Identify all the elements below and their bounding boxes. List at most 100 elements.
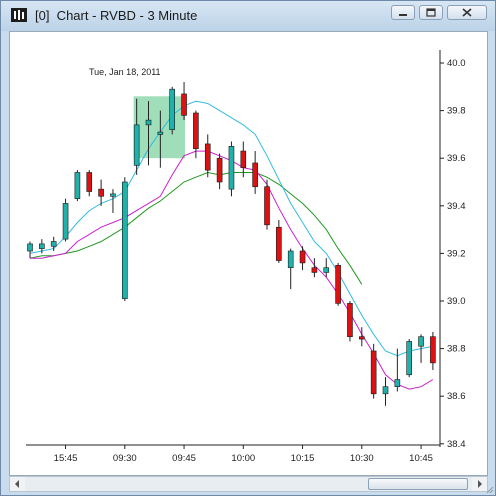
scrollbar-thumb[interactable] (368, 478, 468, 490)
candle-body-down (98, 188, 104, 197)
candle-body-up (50, 241, 57, 247)
candle[interactable] (145, 101, 152, 166)
candle[interactable] (276, 220, 282, 263)
candle-body-down (347, 303, 353, 338)
y-tick-label: 39.0 (447, 296, 466, 307)
candle[interactable] (347, 301, 353, 342)
candle-body-up (169, 88, 175, 130)
close-button[interactable] (447, 5, 487, 20)
candle[interactable] (323, 258, 330, 278)
candle-body-up (62, 203, 69, 240)
candle[interactable] (335, 262, 341, 306)
candle-body-up (323, 267, 330, 273)
scroll-right-button[interactable] (472, 477, 487, 491)
candle-body-up (133, 124, 140, 166)
x-tick-label: 10:45 (409, 453, 433, 464)
candle[interactable] (98, 179, 104, 206)
arrow-left-icon (15, 480, 19, 488)
candle-body-up (39, 243, 45, 249)
candle[interactable] (50, 236, 57, 252)
y-tick-label: 38.4 (447, 439, 466, 450)
x-tick-label: 10:00 (231, 453, 255, 464)
candle[interactable] (193, 110, 199, 159)
candle[interactable] (430, 331, 436, 371)
candle[interactable] (110, 189, 116, 213)
y-tick-label: 38.8 (447, 344, 466, 355)
candle-body-down (252, 162, 258, 188)
candle[interactable] (133, 98, 140, 175)
highlight-region (133, 96, 186, 159)
candle[interactable] (122, 177, 128, 301)
candle-body-up (382, 386, 389, 395)
title-bar[interactable]: [0] Chart - RVBD - 3 Minute (1, 1, 495, 31)
candle[interactable] (252, 151, 258, 194)
candle[interactable] (311, 258, 318, 278)
candle[interactable] (287, 248, 294, 290)
window-title: [0] Chart - RVBD - 3 Minute (35, 8, 198, 23)
candle-body-up (287, 250, 294, 268)
ma-slow-line (29, 171, 363, 285)
x-tick-label: 10:15 (291, 453, 315, 464)
maximize-icon (426, 8, 436, 17)
price-chart[interactable]: 40.0 39.8 39.6 39.4 39.2 39.0 38.8 38.6 38.4 15:4… (10, 32, 487, 475)
horizontal-scrollbar[interactable] (9, 476, 488, 492)
candle-body-down (181, 93, 187, 116)
candle[interactable] (418, 334, 424, 363)
candle[interactable] (228, 141, 235, 197)
close-icon (462, 8, 472, 17)
candle-body-down (240, 150, 247, 169)
candle[interactable] (62, 198, 69, 242)
candle-body-up (110, 193, 116, 197)
candle-body-down (335, 265, 341, 304)
candle[interactable] (86, 170, 93, 197)
candle-body-down (86, 172, 93, 192)
y-tick-label: 39.2 (447, 248, 466, 259)
candle[interactable] (157, 110, 164, 168)
candle[interactable] (240, 141, 247, 178)
candle[interactable] (264, 179, 270, 230)
candle[interactable] (181, 82, 187, 121)
x-tick-label: 09:45 (172, 453, 196, 464)
x-tick-label: 10:30 (350, 453, 374, 464)
candle[interactable] (358, 327, 365, 347)
chart-area[interactable]: 40.0 39.8 39.6 39.4 39.2 39.0 38.8 38.6 38.4 15:4… (9, 31, 488, 476)
ma-fast-line (29, 100, 433, 357)
x-tick-label: 09:30 (113, 453, 137, 464)
maximize-button[interactable] (419, 5, 443, 20)
candle[interactable] (74, 170, 81, 202)
candle-body-down (264, 186, 270, 226)
candle-body-down (299, 250, 306, 264)
date-label: Tue, Jan 18, 2011 (89, 67, 161, 77)
candle[interactable] (299, 246, 306, 271)
candle-body-down (430, 336, 436, 364)
candle-body-up (145, 119, 152, 126)
candle-body-down (204, 143, 211, 171)
x-tick-label: 15:45 (54, 453, 78, 464)
candle-body-up (394, 379, 401, 387)
minimize-button[interactable] (391, 5, 415, 20)
candle-body-down (193, 112, 199, 149)
y-tick-label: 39.4 (447, 201, 466, 212)
candle[interactable] (39, 239, 45, 254)
candle[interactable] (382, 377, 389, 406)
candle[interactable] (406, 339, 413, 378)
candle[interactable] (394, 348, 401, 392)
y-tick-label: 39.6 (447, 153, 466, 164)
resize-grip-icon[interactable] (486, 486, 494, 494)
candle[interactable] (216, 153, 223, 190)
y-tick-label: 39.8 (447, 106, 466, 117)
minimize-icon (399, 14, 407, 16)
candle-body-up (228, 146, 235, 190)
candle-body-up (418, 336, 424, 347)
candle[interactable] (169, 86, 175, 135)
candle-body-up (122, 181, 128, 299)
candle[interactable] (370, 343, 377, 399)
candle[interactable] (27, 241, 33, 259)
candle[interactable] (204, 134, 211, 178)
y-tick-label: 40.0 (447, 58, 466, 69)
candle-body-down (358, 336, 365, 340)
candle-body-up (406, 341, 413, 376)
y-tick-label: 38.6 (447, 391, 466, 402)
scroll-left-button[interactable] (10, 477, 25, 491)
